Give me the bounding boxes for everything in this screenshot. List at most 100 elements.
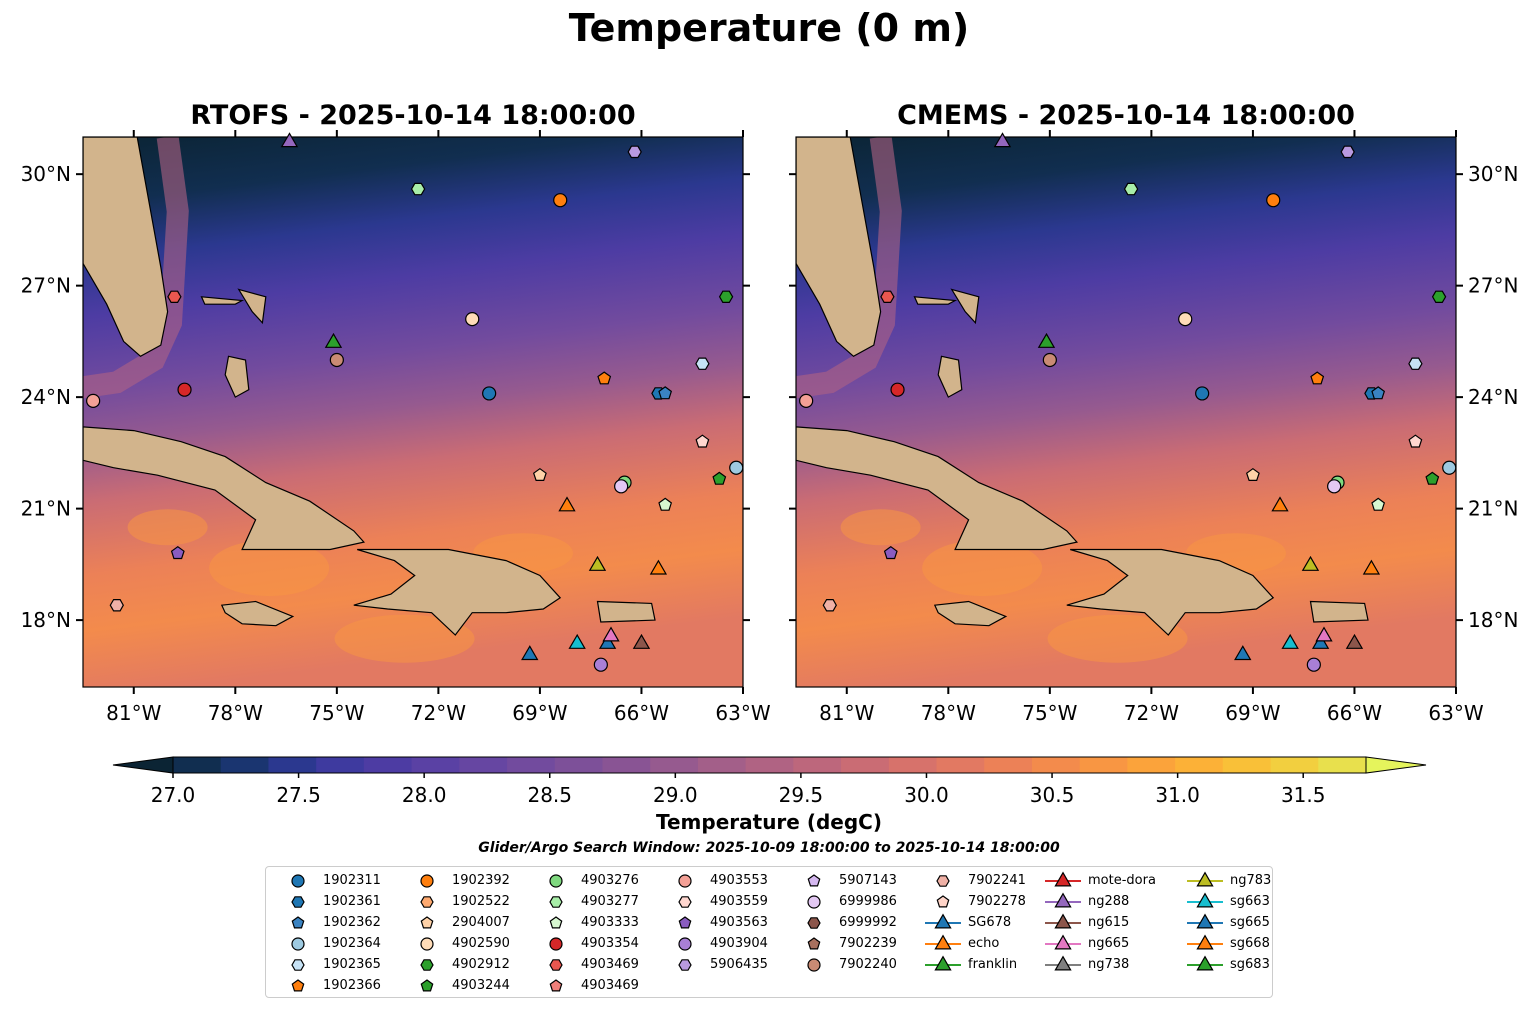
land-grandbahama: [913, 296, 958, 305]
colorbar-level: [459, 757, 508, 773]
land-grandbahama: [200, 296, 245, 305]
lat-tick-label: 24°N: [1468, 385, 1518, 409]
legend-label: 6999986: [839, 894, 897, 909]
colorbar-label: Temperature (degC): [656, 810, 882, 834]
glider-SG678: [521, 645, 539, 661]
map-frame: [795, 136, 1457, 688]
colorbar-level: [650, 757, 699, 773]
marker-1902366: [1310, 371, 1325, 385]
legend-label: SG678: [968, 915, 1012, 930]
colorbar-level: [554, 757, 603, 773]
colorbar-tick-label: 31.0: [1155, 783, 1200, 807]
lon-tick-label: 75°W: [309, 701, 364, 725]
legend-marker-icon: [678, 959, 692, 971]
marker-4903333: [658, 497, 673, 511]
legend-label: ng783: [1230, 873, 1272, 888]
legend-marker-icon: [678, 874, 692, 888]
land-puertorico: [1309, 600, 1369, 623]
legend-label: 4903563: [710, 915, 768, 930]
legend-marker-icon: [420, 896, 434, 908]
colorbar-level: [173, 757, 222, 773]
legend-label: ng738: [1088, 957, 1130, 972]
legend-glider-icon: [1054, 913, 1072, 929]
marker-1902311: [1195, 386, 1210, 401]
cmems-map: 81°W 78°W 75°W 72°W 69°W 66°W 63°W 18°N 21°N 24°N…: [789, 130, 1518, 725]
legend-glider-icon: [1054, 892, 1072, 908]
colorbar-level: [507, 757, 556, 773]
marker-4903277: [1123, 182, 1139, 196]
glider-ng288: [280, 132, 299, 148]
legend-marker-icon: [807, 895, 821, 909]
colorbar-tick-label: 29.5: [779, 783, 824, 807]
legend-glider-icon: [934, 913, 952, 929]
legend-marker-icon: [420, 916, 434, 929]
lon-tick-label: 63°W: [715, 701, 770, 725]
marker-4903563: [883, 545, 898, 560]
legend-label: 1902364: [323, 936, 381, 951]
legend-label: 5907143: [839, 873, 897, 888]
land-andros: [224, 355, 250, 398]
legend-marker-icon: [291, 937, 305, 951]
legend-label: franklin: [968, 957, 1018, 972]
land-florida: [83, 137, 169, 358]
glider-ng783: [1301, 555, 1320, 571]
warm-water-patch: [1047, 614, 1188, 663]
warm-water-patch: [922, 540, 1043, 597]
legend-label: 6999992: [839, 915, 897, 930]
legend-glider-icon: [1054, 955, 1072, 971]
glider-sg668: [649, 559, 668, 575]
lon-tick-label: 81°W: [819, 701, 874, 725]
colorbar-level: [984, 757, 1033, 773]
marker-4903559: [1408, 434, 1423, 448]
legend-glider-icon: [934, 934, 952, 950]
legend-label: 4902912: [452, 957, 510, 972]
colorbar-extend-high: [1365, 756, 1427, 774]
lon-tick-label: 66°W: [614, 701, 669, 725]
rtofs-map: 81°W 78°W 75°W 72°W 69°W 66°W 63°W 18°N 21°N 24°N…: [21, 130, 771, 725]
land-puertorico: [596, 600, 656, 623]
legend-label: sg663: [1230, 894, 1270, 909]
land-andros: [937, 355, 963, 398]
glider-sg665: [1311, 633, 1330, 649]
land-jamaica: [220, 600, 295, 627]
lat-tick-label: 27°N: [1468, 274, 1518, 298]
colorbar-level: [888, 757, 938, 773]
warm-water-patch: [334, 614, 475, 663]
legend-marker-icon: [807, 874, 821, 887]
colorbar-level: [411, 757, 460, 773]
legend-label: 2904007: [452, 915, 510, 930]
legend-marker-icon: [549, 916, 563, 929]
colorbar-level: [745, 757, 794, 773]
legend-glider-icon: [1054, 871, 1072, 887]
colorbar-tick-label: 27.0: [151, 783, 196, 807]
legend-marker-icon: [678, 937, 692, 951]
legend-label: 4903553: [710, 873, 768, 888]
marker-4902912: [718, 290, 734, 303]
colorbar: 27.0 27.5 28.0 28.5 29.0 29.5 30.0 30.5 31.0 31.5: [112, 756, 1427, 807]
lat-tick-label: 18°N: [1468, 608, 1518, 632]
colorbar-tick-label: 28.5: [527, 783, 572, 807]
glider-sg665: [598, 633, 617, 649]
marker-4903244: [1425, 471, 1440, 485]
legend-label: 7902240: [839, 957, 897, 972]
lon-tick-label: 69°W: [512, 701, 567, 725]
legend: 1902311 1902361 1902362 1902364 1902365 19023…: [265, 866, 1273, 998]
legend-label: 1902366: [323, 978, 381, 993]
legend-marker-icon: [807, 937, 821, 950]
colorbar-level: [1031, 757, 1081, 773]
marker-4903559: [695, 434, 710, 448]
legend-marker-icon: [936, 895, 950, 908]
glider-SG678: [1234, 645, 1252, 661]
warm-water-patch: [840, 509, 921, 546]
legend-label: 5906435: [710, 957, 768, 972]
colorbar-frame: [172, 756, 1367, 774]
rtofs-panel-title: RTOFS - 2025-10-14 18:00:00: [190, 100, 636, 131]
legend-marker-icon: [291, 896, 305, 908]
lon-tick-label: 75°W: [1022, 701, 1077, 725]
lat-tick-label: 30°N: [21, 162, 71, 186]
legend-label: sg665: [1230, 915, 1270, 930]
marker-7902240: [329, 352, 344, 368]
marker-5906435: [1340, 145, 1355, 159]
land-cuba: [83, 426, 366, 551]
legend-label: 1902361: [323, 894, 381, 909]
